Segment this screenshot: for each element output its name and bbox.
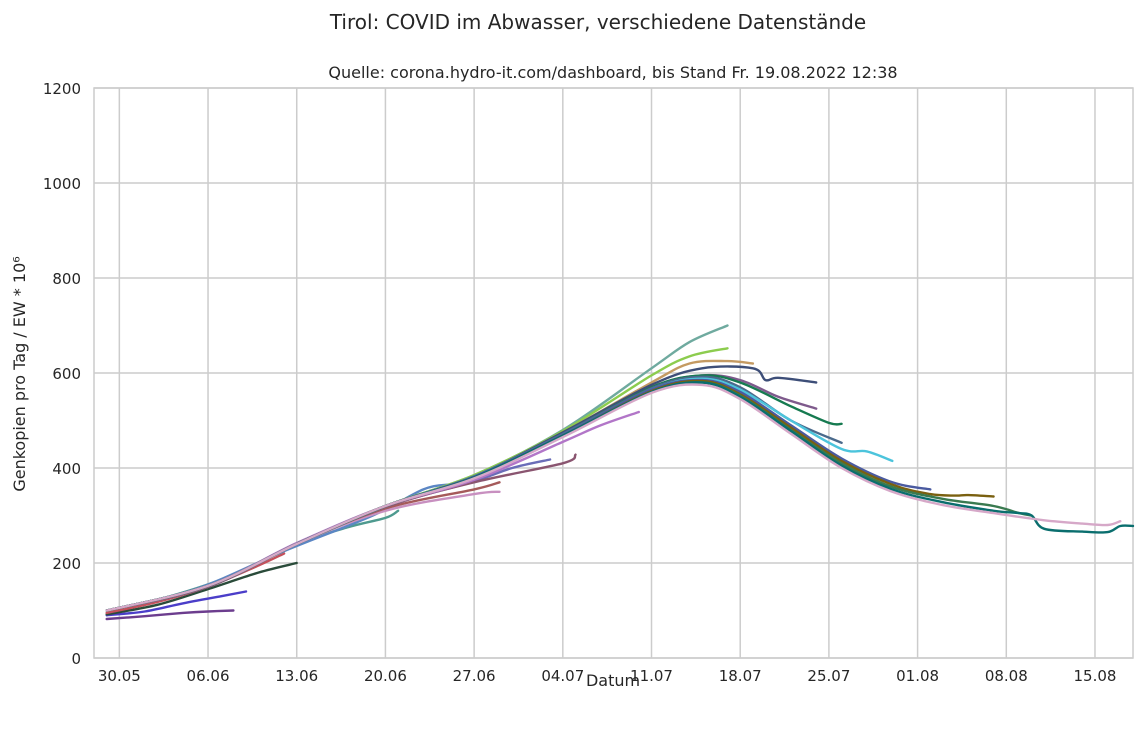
chart-title: Tirol: COVID im Abwasser, verschiedene D… bbox=[329, 10, 866, 34]
x-tick-label: 30.05 bbox=[98, 667, 141, 685]
series-line-3 bbox=[105, 561, 298, 616]
y-tick-label: 600 bbox=[52, 365, 81, 383]
x-tick-label: 11.07 bbox=[630, 667, 673, 685]
x-tick-label: 08.08 bbox=[985, 667, 1028, 685]
x-tick-label: 15.08 bbox=[1074, 667, 1117, 685]
y-axis-label: Genkopien pro Tag / EW * 10⁶ bbox=[10, 256, 29, 491]
x-tick-label: 13.06 bbox=[275, 667, 318, 685]
x-tick-labels: 30.05 06.06 13.06 20.06 27.06 04.07 11.07 18.07… bbox=[98, 667, 1117, 685]
y-tick-label: 1000 bbox=[43, 175, 81, 193]
series-line-15 bbox=[105, 365, 818, 612]
y-tick-label: 800 bbox=[52, 270, 81, 288]
series-line-21 bbox=[105, 379, 995, 612]
series-line-5 bbox=[105, 509, 400, 612]
series-line-2 bbox=[105, 590, 248, 617]
x-tick-label: 01.08 bbox=[896, 667, 939, 685]
series-line-9 bbox=[105, 458, 552, 612]
plot-border bbox=[93, 87, 1134, 659]
series-line-13 bbox=[105, 347, 729, 612]
y-tick-label: 1200 bbox=[43, 80, 81, 98]
x-axis-label: Datum bbox=[586, 671, 640, 690]
series-line-8 bbox=[105, 481, 501, 612]
series-line-7 bbox=[105, 490, 501, 612]
grid-lines bbox=[94, 87, 1133, 659]
x-tick-label: 06.06 bbox=[187, 667, 230, 685]
x-tick-label: 04.07 bbox=[541, 667, 584, 685]
y-tick-label: 400 bbox=[52, 460, 81, 478]
series-line-14 bbox=[105, 359, 755, 612]
y-tick-label: 0 bbox=[71, 650, 81, 668]
plot-frame bbox=[93, 87, 1134, 659]
y-tick-labels: 0 200 400 600 800 1000 1200 bbox=[43, 80, 81, 668]
x-tick-label: 27.06 bbox=[453, 667, 496, 685]
x-tick-label: 20.06 bbox=[364, 667, 407, 685]
series-lines bbox=[105, 324, 1135, 621]
series-line-24 bbox=[105, 383, 1122, 612]
y-tick-label: 200 bbox=[52, 555, 81, 573]
x-tick-label: 25.07 bbox=[807, 667, 850, 685]
series-line-1 bbox=[105, 609, 235, 621]
chart-subtitle: Quelle: corona.hydro-it.com/dashboard, b… bbox=[328, 63, 897, 82]
series-line-10 bbox=[105, 453, 577, 612]
x-tick-label: 18.07 bbox=[719, 667, 762, 685]
